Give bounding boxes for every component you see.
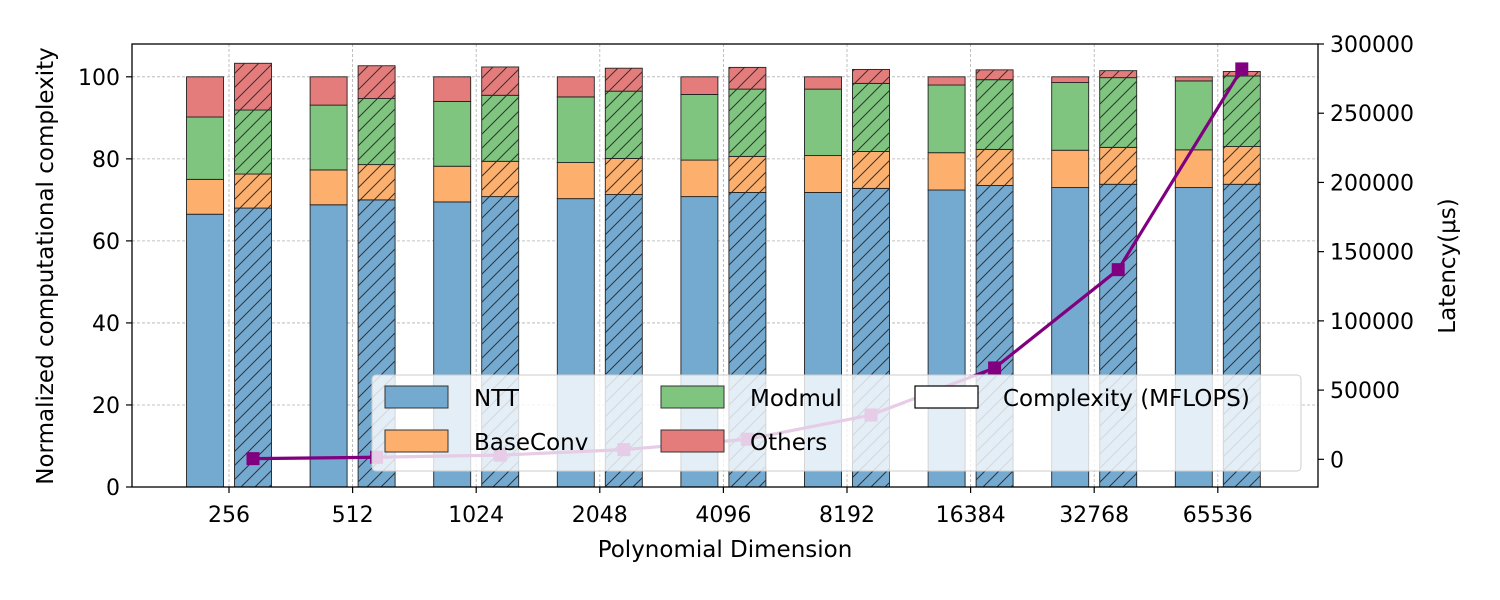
bar-hatch-overlay	[234, 208, 272, 487]
legend-label-complexity: Complexity (MFLOPS)	[1003, 386, 1250, 412]
bar-others-plain-4096	[680, 76, 719, 95]
x-tick-label: 16384	[936, 503, 1006, 528]
y2-tick-label: 250000	[1330, 102, 1414, 127]
bar-baseconv-plain-32768	[1051, 149, 1090, 189]
legend-swatch-ntt	[384, 385, 449, 409]
bar-modmul-plain-16384	[927, 84, 966, 154]
plot-frame	[131, 43, 1319, 488]
bar-modmul-plain-1024	[433, 100, 472, 167]
y-tick-label: 60	[92, 230, 120, 255]
bar-others-plain-512	[309, 76, 348, 106]
bar-modmul-plain-8192	[804, 88, 842, 157]
legend-label-modmul: Modmul	[750, 386, 842, 412]
bar-hatch-overlay	[1099, 77, 1137, 148]
bar-hatch-overlay	[358, 164, 396, 200]
x-tick-label: 1024	[448, 503, 504, 528]
bar-hatch-overlay	[1099, 70, 1137, 78]
bar-baseconv-plain-512	[309, 169, 348, 206]
bar-baseconv-plain-4096	[680, 159, 719, 198]
bar-hatch-overlay	[976, 69, 1014, 80]
y-axis-title: Normalized computational complexity	[33, 47, 59, 485]
bar-ntt-plain-256	[186, 213, 224, 488]
bar-hatch-overlay	[481, 95, 519, 162]
bar-modmul-plain-256	[186, 116, 224, 180]
bar-hatch-overlay	[358, 98, 396, 165]
bar-others-plain-256	[186, 76, 224, 118]
y2-tick-label: 100000	[1330, 310, 1414, 335]
y2-axis-title: Latency(μs)	[1435, 198, 1461, 333]
latency-point-256	[246, 452, 260, 466]
y2-tick-label: 0	[1330, 448, 1344, 473]
legend-label-baseconv: BaseConv	[474, 430, 588, 456]
legend-swatch-modmul	[660, 385, 725, 409]
bar-hatch-overlay	[852, 69, 890, 84]
bar-others-plain-16384	[927, 76, 966, 86]
bar-hatch-overlay	[234, 174, 272, 209]
bar-hatch-overlay	[1223, 146, 1261, 185]
y-tick-label: 80	[92, 148, 120, 173]
bar-hatch-overlay	[481, 66, 519, 96]
bar-modmul-plain-65536	[1174, 80, 1213, 151]
x-tick-label: 65536	[1183, 503, 1253, 528]
bar-others-plain-1024	[433, 76, 472, 102]
bar-hatch-overlay	[976, 79, 1014, 150]
y-tick-label: 100	[78, 66, 120, 91]
bar-hatch-overlay	[605, 158, 643, 195]
legend-swatch-complexity	[914, 385, 979, 409]
bar-hatch-overlay	[605, 91, 643, 159]
legend-swatch-baseconv	[384, 429, 449, 453]
bar-baseconv-plain-2048	[556, 162, 595, 200]
x-tick-label: 8192	[819, 503, 875, 528]
bar-hatch-overlay	[852, 83, 890, 152]
x-axis-title: Polynomial Dimension	[598, 537, 853, 563]
bar-baseconv-plain-256	[186, 178, 224, 215]
x-tick-label: 32768	[1059, 503, 1129, 528]
bar-hatch-overlay	[234, 63, 272, 111]
bar-modmul-plain-512	[309, 104, 348, 171]
legend: NTT Modmul Complexity (MFLOPS) BaseConv …	[371, 374, 1302, 472]
y2-tick-label: 150000	[1330, 241, 1414, 266]
y2-tick-label: 300000	[1330, 33, 1414, 58]
bar-hatch-overlay	[605, 68, 643, 92]
latency-point-32768	[1111, 263, 1125, 277]
bar-modmul-plain-32768	[1051, 82, 1090, 151]
bar-baseconv-plain-8192	[804, 155, 842, 193]
legend-swatch-others	[660, 429, 725, 453]
bar-hatch-overlay	[852, 151, 890, 189]
latency-point-16384	[988, 361, 1002, 375]
bar-others-plain-8192	[804, 76, 842, 90]
bar-hatch-overlay	[481, 161, 519, 197]
bar-hatch-overlay	[1099, 147, 1137, 185]
bar-hatch-overlay	[728, 156, 766, 193]
bar-baseconv-plain-16384	[927, 152, 966, 191]
bar-others-plain-65536	[1174, 76, 1213, 82]
x-tick-label: 256	[208, 503, 250, 528]
bar-baseconv-plain-1024	[433, 165, 472, 203]
legend-box	[371, 374, 1302, 472]
bar-hatch-overlay	[976, 149, 1014, 186]
bar-modmul-plain-4096	[680, 94, 719, 161]
x-tick-label: 2048	[572, 503, 628, 528]
y-tick-label: 40	[92, 312, 120, 337]
bar-hatch-overlay	[728, 67, 766, 90]
axes: 0 20 40 60 80 100 0 50000 100000 150000 200000 2500…	[78, 33, 1414, 528]
legend-label-others: Others	[750, 430, 827, 456]
bar-modmul-plain-2048	[556, 96, 595, 163]
y2-tick-label: 50000	[1330, 379, 1400, 404]
bar-others-plain-2048	[556, 76, 595, 98]
bar-ntt-plain-512	[309, 204, 348, 488]
x-tick-label: 512	[332, 503, 374, 528]
bar-hatch-overlay	[1223, 75, 1261, 147]
y-tick-label: 20	[92, 394, 120, 419]
y2-tick-label: 200000	[1330, 171, 1414, 196]
bar-hatch-overlay	[358, 65, 396, 99]
bar-hatch-overlay	[234, 110, 272, 175]
y-tick-label: 0	[106, 476, 120, 501]
latency-point-65536	[1235, 62, 1249, 76]
x-tick-label: 4096	[695, 503, 751, 528]
bar-others-plain-32768	[1051, 76, 1090, 84]
bar-hatch-overlay	[728, 89, 766, 157]
legend-label-ntt: NTT	[474, 386, 520, 412]
